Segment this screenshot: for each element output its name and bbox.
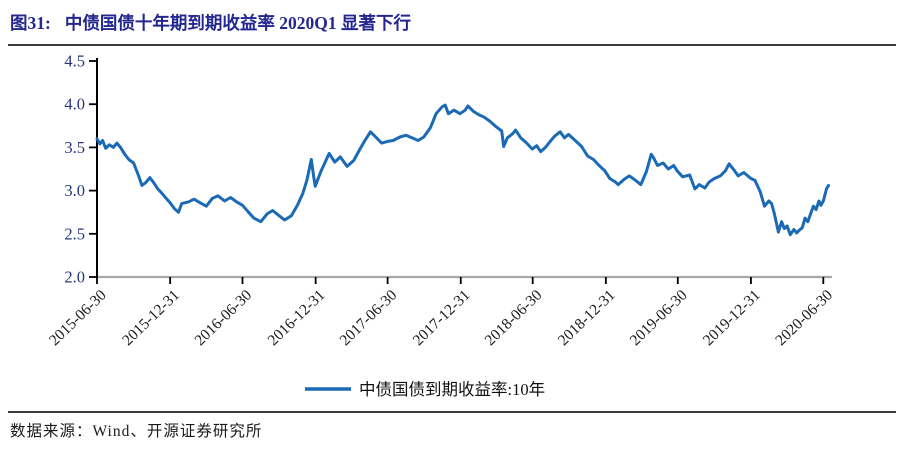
x-tick-label: 2016-12-31 — [265, 287, 329, 349]
yield-line — [95, 103, 830, 237]
y-tick-label: 3.0 — [64, 181, 85, 200]
x-tick-label: 2018-12-31 — [555, 287, 619, 349]
y-tick-label: 4.0 — [64, 95, 85, 114]
x-tick-label: 2017-12-31 — [410, 287, 474, 349]
title-divider-line — [8, 44, 896, 46]
x-tick-label: 2019-06-30 — [627, 286, 691, 349]
x-tick-label: 2020-06-30 — [772, 286, 836, 349]
y-tick-label: 3.5 — [64, 138, 85, 157]
legend-label: 中债国债到期收益率:10年 — [359, 380, 545, 399]
x-tick-label: 2017-06-30 — [337, 286, 401, 349]
y-tick-label: 4.5 — [64, 52, 85, 71]
x-tick-label: 2018-06-30 — [482, 286, 546, 349]
data-source-text: 数据来源：Wind、开源证券研究所 — [10, 423, 263, 440]
figure-title-text: 中债国债十年期到期收益率 2020Q1 显著下行 — [64, 13, 411, 33]
y-tick-label: 2.5 — [64, 224, 85, 243]
x-tick-label: 2015-12-31 — [119, 287, 183, 349]
figure-number: 图31: — [10, 13, 51, 33]
y-tick-label: 2.0 — [64, 268, 85, 287]
figure-title: 图31: 中债国债十年期到期收益率 2020Q1 显著下行 — [10, 10, 411, 36]
x-tick-label: 2015-06-30 — [46, 286, 110, 349]
x-tick-label: 2016-06-30 — [191, 286, 255, 349]
source-divider-line — [8, 411, 896, 413]
x-tick-label: 2019-12-31 — [700, 287, 764, 349]
